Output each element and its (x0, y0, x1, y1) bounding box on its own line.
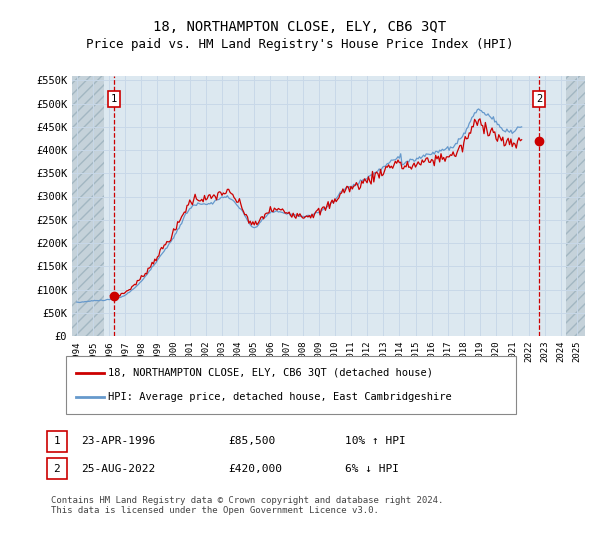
Text: £420,000: £420,000 (228, 464, 282, 474)
Text: 2: 2 (53, 464, 61, 474)
Text: 10% ↑ HPI: 10% ↑ HPI (345, 436, 406, 446)
Bar (566, 76, 585, 336)
Text: 2: 2 (536, 94, 542, 104)
Text: Contains HM Land Registry data © Crown copyright and database right 2024.
This d: Contains HM Land Registry data © Crown c… (51, 496, 443, 515)
Text: 25-AUG-2022: 25-AUG-2022 (81, 464, 155, 474)
Text: Price paid vs. HM Land Registry's House Price Index (HPI): Price paid vs. HM Land Registry's House … (86, 38, 514, 51)
Text: 18, NORTHAMPTON CLOSE, ELY, CB6 3QT: 18, NORTHAMPTON CLOSE, ELY, CB6 3QT (154, 20, 446, 34)
Text: 6% ↓ HPI: 6% ↓ HPI (345, 464, 399, 474)
Text: 23-APR-1996: 23-APR-1996 (81, 436, 155, 446)
Text: 18, NORTHAMPTON CLOSE, ELY, CB6 3QT (detached house): 18, NORTHAMPTON CLOSE, ELY, CB6 3QT (det… (108, 368, 433, 378)
Text: 1: 1 (53, 436, 61, 446)
Text: 1: 1 (111, 94, 117, 104)
Bar (72, 76, 104, 336)
Text: HPI: Average price, detached house, East Cambridgeshire: HPI: Average price, detached house, East… (108, 392, 452, 402)
Text: £85,500: £85,500 (228, 436, 275, 446)
